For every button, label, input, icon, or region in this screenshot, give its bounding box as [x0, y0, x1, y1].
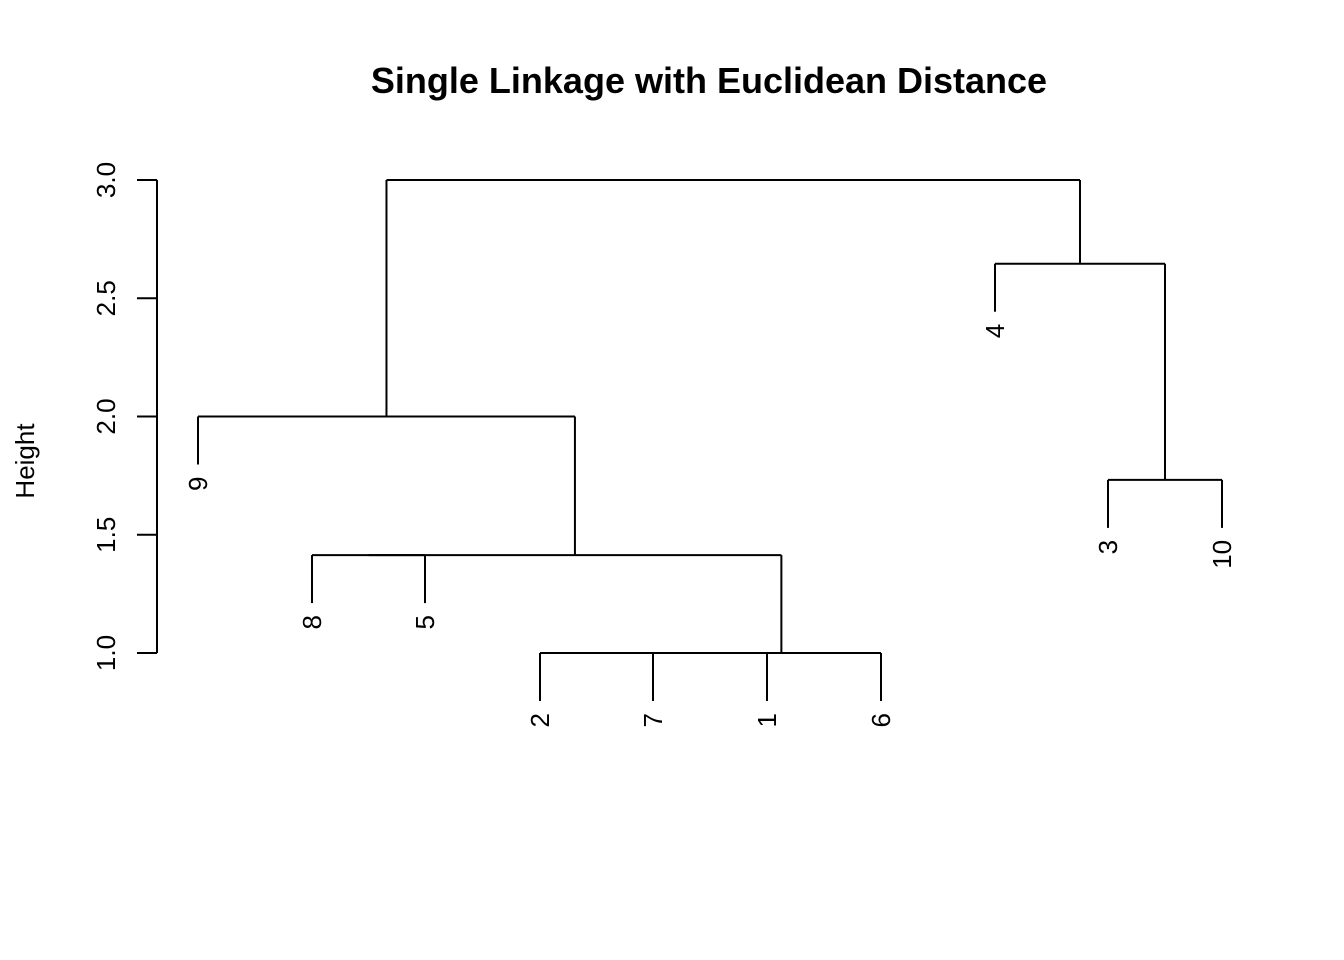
leaf-labels: 9 8 5 2 7 1 6 4 3 10: [183, 324, 1237, 728]
leaf-label: 3: [1093, 540, 1123, 554]
dendrogram-tree: [197, 179, 1223, 701]
leaf-label: 7: [638, 713, 668, 727]
leaf-label: 9: [183, 477, 213, 491]
y-tick-label: 1.0: [91, 635, 121, 671]
leaf-label: 8: [297, 615, 327, 629]
y-axis-label: Height: [10, 423, 40, 499]
leaf-label: 5: [410, 615, 440, 629]
y-tick-label: 3.0: [91, 162, 121, 198]
leaf-label: 6: [866, 713, 896, 727]
leaf-label: 4: [980, 324, 1010, 338]
chart-title: Single Linkage with Euclidean Distance: [371, 60, 1047, 101]
leaf-label: 1: [752, 713, 782, 727]
y-axis: 1.0 1.5 2.0 2.5 3.0: [91, 162, 158, 671]
y-tick-label: 2.5: [91, 280, 121, 316]
y-tick-label: 1.5: [91, 517, 121, 553]
y-tick-label: 2.0: [91, 398, 121, 434]
leaf-label: 10: [1207, 540, 1237, 569]
leaf-label: 2: [525, 713, 555, 727]
